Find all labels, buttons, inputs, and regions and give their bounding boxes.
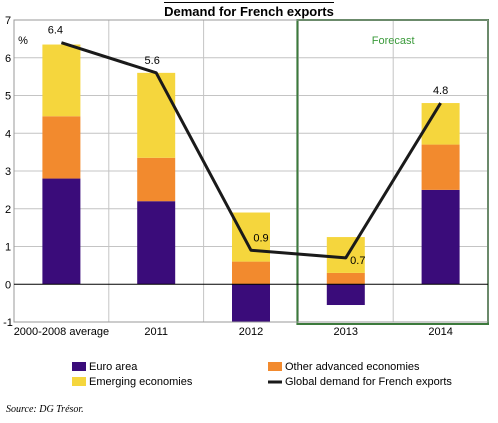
plot-frame	[13, 19, 489, 323]
y-tick-label-3: 3	[5, 166, 11, 178]
bar-other-advanced-economies-2000-2008-average	[42, 116, 81, 179]
y-tick-label-1: 1	[5, 242, 11, 254]
bar-other-advanced-economies-2013	[326, 272, 365, 285]
legend-swatch-emerging-economies	[72, 377, 86, 386]
legend-label-global-demand-for-french-exports: Global demand for French exports	[285, 376, 452, 388]
legend-swatch-euro-area	[72, 362, 86, 371]
bar-euro-area-2011	[137, 201, 176, 285]
y-tick-label-0: 0	[5, 279, 11, 291]
bar-euro-area-2013	[326, 284, 365, 306]
y-tick-label-2: 2	[5, 204, 11, 216]
y-tick-label-4: 4	[5, 128, 11, 140]
data-label-2000-2008-average: 6.4	[48, 25, 63, 37]
x-tick-label-2014: 2014	[428, 326, 452, 338]
x-tick-label-2011: 2011	[144, 326, 168, 338]
y-tick-label-7: 7	[5, 15, 11, 27]
bar-euro-area-2000-2008-average	[42, 178, 81, 285]
bar-other-advanced-economies-2012	[232, 261, 270, 285]
y-tick-label--1: -1	[3, 317, 13, 329]
forecast-label: Forecast	[372, 35, 415, 47]
data-label-2012: 0.9	[253, 232, 268, 244]
x-tick-label-2013: 2013	[334, 326, 358, 338]
bar-euro-area-2012	[232, 284, 270, 322]
global-demand-line	[60, 41, 442, 260]
bar-emerging-economies-2012	[232, 212, 270, 262]
data-label-2014: 4.8	[433, 85, 448, 97]
y-tick-label-5: 5	[5, 91, 11, 103]
chart-title: Demand for French exports	[164, 2, 334, 19]
legend-swatch-other-advanced-economies	[268, 362, 282, 371]
data-label-2013: 0.7	[350, 255, 365, 267]
legend-label-emerging-economies: Emerging economies	[89, 376, 193, 388]
line-global-demand-for-french-exports	[60, 41, 442, 260]
bar-emerging-economies-2011	[137, 72, 176, 158]
bar-emerging-economies-2000-2008-average	[42, 44, 81, 117]
bar-euro-area-2014	[421, 189, 460, 285]
data-labels: 6.4 5.6 0.9 0.7 4.8	[48, 25, 448, 267]
legend-label-euro-area: Euro area	[89, 361, 138, 373]
x-tick-label-2012: 2012	[239, 326, 263, 338]
legend: Euro area Other advanced economies Emergin…	[72, 361, 452, 388]
bar-other-advanced-economies-2014	[421, 144, 460, 190]
x-tick-label-2000-2008-average: 2000-2008 average	[14, 326, 109, 338]
y-tick-label-6: 6	[5, 53, 11, 65]
data-label-2011: 5.6	[145, 55, 160, 67]
bars	[42, 44, 460, 322]
axes: -1 0 1 2 3 4 5 6 7% 2000-2008 average 2011 2012 2013…	[3, 15, 489, 338]
bar-other-advanced-economies-2011	[137, 157, 176, 202]
y-axis-label: %	[18, 35, 28, 47]
source-note: Source: DG Trésor.	[6, 404, 84, 415]
legend-label-other-advanced-economies: Other advanced economies	[285, 361, 420, 373]
